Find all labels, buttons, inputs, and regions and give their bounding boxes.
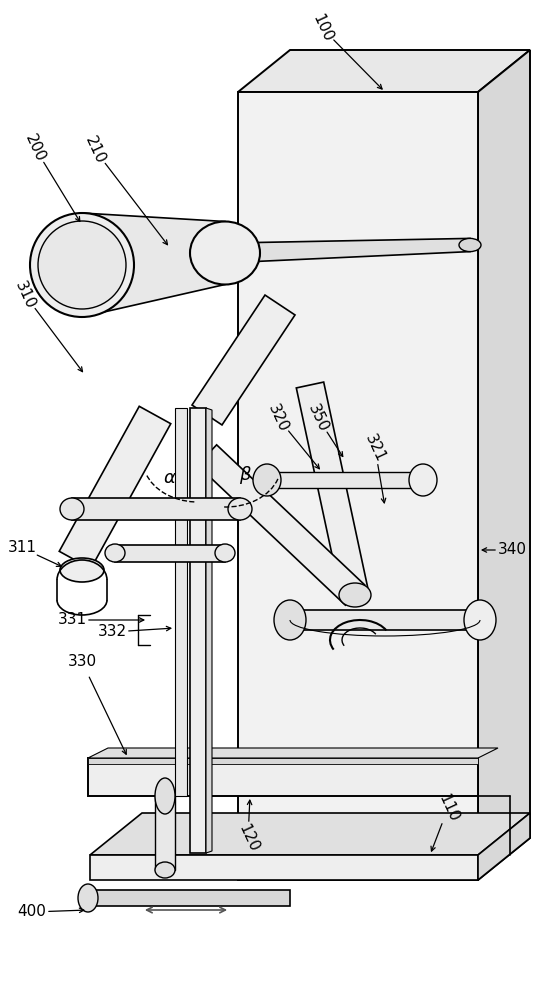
Ellipse shape: [60, 558, 104, 582]
Polygon shape: [88, 758, 478, 796]
Text: 321: 321: [362, 432, 388, 464]
Ellipse shape: [459, 238, 481, 252]
Polygon shape: [478, 813, 530, 880]
Text: 210: 210: [82, 134, 108, 166]
Polygon shape: [296, 382, 369, 598]
Polygon shape: [225, 238, 470, 263]
Text: 340: 340: [498, 542, 527, 558]
Polygon shape: [175, 408, 187, 796]
Polygon shape: [478, 50, 530, 880]
Ellipse shape: [228, 498, 252, 520]
Text: 311: 311: [8, 540, 37, 556]
Polygon shape: [88, 748, 498, 758]
Polygon shape: [82, 213, 225, 317]
Polygon shape: [88, 890, 290, 906]
Polygon shape: [267, 472, 423, 488]
Ellipse shape: [190, 222, 260, 284]
Text: 110: 110: [435, 792, 461, 824]
Polygon shape: [206, 408, 212, 853]
Text: 350: 350: [305, 402, 331, 434]
Polygon shape: [90, 813, 530, 855]
Ellipse shape: [339, 583, 371, 607]
Ellipse shape: [30, 213, 134, 317]
Ellipse shape: [253, 464, 281, 496]
Text: $\beta$: $\beta$: [238, 464, 252, 486]
Text: 310: 310: [12, 279, 38, 311]
Text: 332: 332: [98, 624, 127, 640]
Polygon shape: [238, 92, 478, 880]
Polygon shape: [190, 408, 206, 853]
Polygon shape: [90, 855, 478, 880]
Ellipse shape: [464, 600, 496, 640]
Polygon shape: [238, 50, 530, 92]
Ellipse shape: [409, 464, 437, 496]
Ellipse shape: [38, 221, 126, 309]
Text: $\alpha$: $\alpha$: [163, 469, 177, 487]
Ellipse shape: [274, 600, 306, 640]
Text: 330: 330: [67, 654, 96, 670]
Polygon shape: [59, 406, 171, 569]
Polygon shape: [115, 545, 225, 562]
Ellipse shape: [105, 544, 125, 562]
Text: 400: 400: [18, 904, 47, 920]
Polygon shape: [290, 610, 480, 630]
Ellipse shape: [155, 778, 175, 814]
Ellipse shape: [155, 862, 175, 878]
Polygon shape: [192, 295, 295, 425]
Text: 200: 200: [22, 132, 48, 164]
Ellipse shape: [78, 884, 98, 912]
Polygon shape: [197, 445, 364, 605]
Polygon shape: [155, 796, 175, 870]
Ellipse shape: [60, 498, 84, 520]
Polygon shape: [72, 498, 240, 520]
Ellipse shape: [215, 544, 235, 562]
Text: 100: 100: [309, 12, 335, 44]
Text: 331: 331: [58, 612, 87, 628]
Polygon shape: [88, 758, 478, 764]
Text: 120: 120: [235, 822, 261, 854]
Text: 320: 320: [265, 402, 291, 434]
